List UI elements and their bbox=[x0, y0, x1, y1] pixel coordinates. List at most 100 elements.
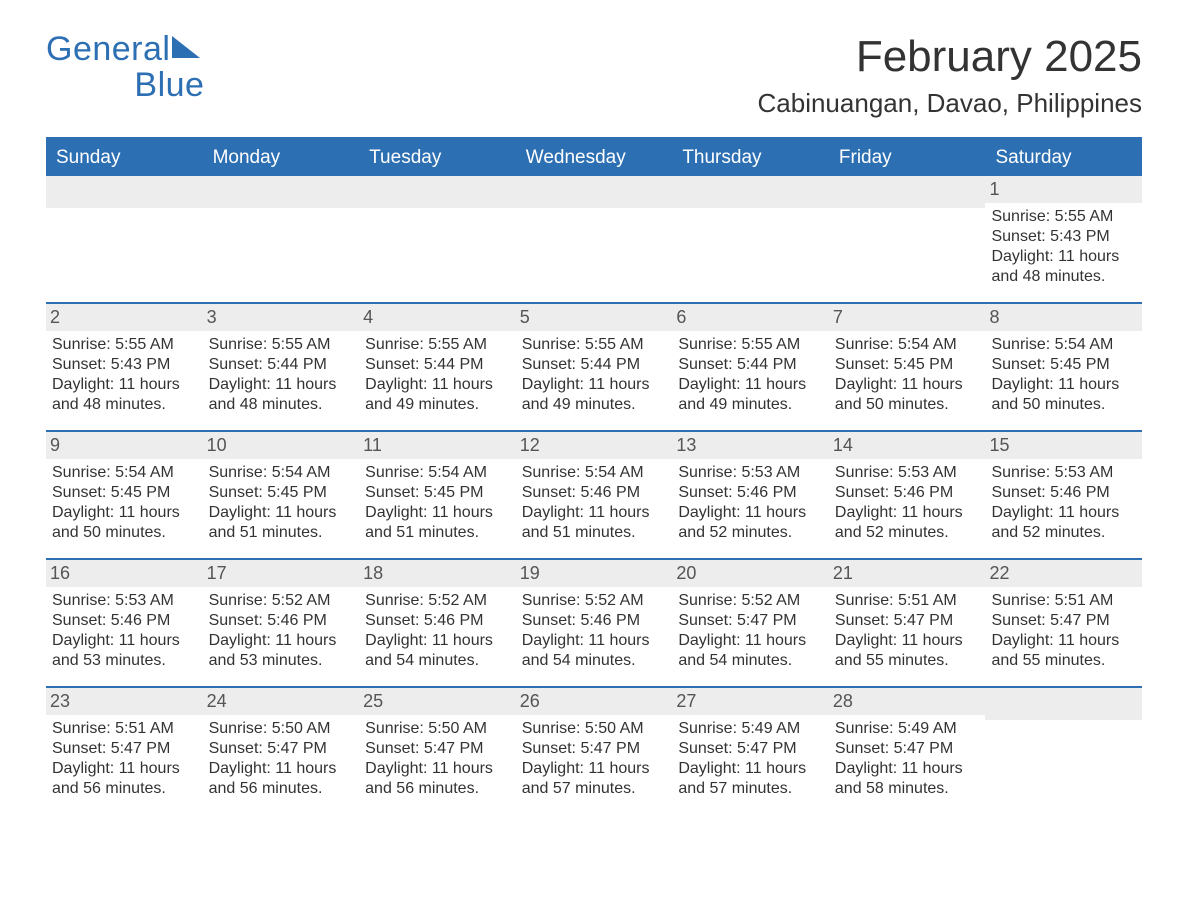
day-details: Sunrise: 5:54 AMSunset: 5:46 PMDaylight:… bbox=[522, 463, 667, 543]
brand-logo: General Blue bbox=[46, 32, 204, 103]
calendar-day-cell: 11Sunrise: 5:54 AMSunset: 5:45 PMDayligh… bbox=[359, 432, 516, 558]
day-details: Sunrise: 5:51 AMSunset: 5:47 PMDaylight:… bbox=[835, 591, 980, 671]
calendar-day-cell bbox=[46, 176, 203, 302]
day-number: 28 bbox=[829, 688, 986, 715]
sunrise-line: Sunrise: 5:54 AM bbox=[365, 463, 510, 483]
day-number: 20 bbox=[672, 560, 829, 587]
calendar-day-cell: 9Sunrise: 5:54 AMSunset: 5:45 PMDaylight… bbox=[46, 432, 203, 558]
calendar-day-cell bbox=[203, 176, 360, 302]
sunrise-line: Sunrise: 5:52 AM bbox=[365, 591, 510, 611]
sunset-line: Sunset: 5:47 PM bbox=[835, 739, 980, 759]
sunrise-line: Sunrise: 5:49 AM bbox=[835, 719, 980, 739]
day-details: Sunrise: 5:52 AMSunset: 5:46 PMDaylight:… bbox=[522, 591, 667, 671]
calendar-day-cell bbox=[672, 176, 829, 302]
sunset-line: Sunset: 5:47 PM bbox=[52, 739, 197, 759]
calendar-day-cell: 10Sunrise: 5:54 AMSunset: 5:45 PMDayligh… bbox=[203, 432, 360, 558]
sunset-line: Sunset: 5:43 PM bbox=[991, 227, 1136, 247]
day-details: Sunrise: 5:55 AMSunset: 5:44 PMDaylight:… bbox=[209, 335, 354, 415]
daylight-line: Daylight: 11 hours and 56 minutes. bbox=[365, 759, 510, 799]
day-details: Sunrise: 5:53 AMSunset: 5:46 PMDaylight:… bbox=[991, 463, 1136, 543]
calendar-day-cell: 7 Sunrise: 5:54 AMSunset: 5:45 PMDaylight… bbox=[829, 304, 986, 430]
calendar-day-cell: 8Sunrise: 5:54 AMSunset: 5:45 PMDaylight… bbox=[985, 304, 1142, 430]
calendar-day-cell: 14Sunrise: 5:53 AMSunset: 5:46 PMDayligh… bbox=[829, 432, 986, 558]
day-details: Sunrise: 5:55 AMSunset: 5:44 PMDaylight:… bbox=[522, 335, 667, 415]
month-title: February 2025 bbox=[758, 32, 1143, 82]
sunrise-line: Sunrise: 5:55 AM bbox=[522, 335, 667, 355]
daylight-line: Daylight: 11 hours and 57 minutes. bbox=[678, 759, 823, 799]
weekday-header: Saturday bbox=[985, 140, 1142, 176]
day-number bbox=[516, 176, 673, 208]
title-block: February 2025 Cabinuangan, Davao, Philip… bbox=[758, 32, 1143, 119]
sunrise-line: Sunrise: 5:53 AM bbox=[52, 591, 197, 611]
day-details: Sunrise: 5:54 AMSunset: 5:45 PMDaylight:… bbox=[991, 335, 1136, 415]
sunset-line: Sunset: 5:43 PM bbox=[52, 355, 197, 375]
day-number bbox=[203, 176, 360, 208]
daylight-line: Daylight: 11 hours and 50 minutes. bbox=[52, 503, 197, 543]
sunset-line: Sunset: 5:47 PM bbox=[522, 739, 667, 759]
daylight-line: Daylight: 11 hours and 52 minutes. bbox=[835, 503, 980, 543]
sunrise-line: Sunrise: 5:55 AM bbox=[678, 335, 823, 355]
day-number: 27 bbox=[672, 688, 829, 715]
day-number: 4 bbox=[359, 304, 516, 331]
daylight-line: Daylight: 11 hours and 54 minutes. bbox=[678, 631, 823, 671]
page-header: General Blue February 2025 Cabinuangan, … bbox=[46, 32, 1142, 119]
day-number: 19 bbox=[516, 560, 673, 587]
day-details: Sunrise: 5:51 AMSunset: 5:47 PMDaylight:… bbox=[991, 591, 1136, 671]
sunrise-line: Sunrise: 5:49 AM bbox=[678, 719, 823, 739]
day-number: 3 bbox=[203, 304, 360, 331]
sunset-line: Sunset: 5:45 PM bbox=[991, 355, 1136, 375]
weekday-header: Tuesday bbox=[359, 140, 516, 176]
day-number: 26 bbox=[516, 688, 673, 715]
sunset-line: Sunset: 5:44 PM bbox=[678, 355, 823, 375]
sunrise-line: Sunrise: 5:52 AM bbox=[522, 591, 667, 611]
daylight-line: Daylight: 11 hours and 53 minutes. bbox=[52, 631, 197, 671]
calendar-day-cell: 19 Sunrise: 5:52 AMSunset: 5:46 PMDayligh… bbox=[516, 560, 673, 686]
calendar-day-cell: 18Sunrise: 5:52 AMSunset: 5:46 PMDayligh… bbox=[359, 560, 516, 686]
day-number: 14 bbox=[829, 432, 986, 459]
brand-word-general: General bbox=[46, 30, 170, 68]
sunset-line: Sunset: 5:46 PM bbox=[678, 483, 823, 503]
calendar-day-cell: 17Sunrise: 5:52 AMSunset: 5:46 PMDayligh… bbox=[203, 560, 360, 686]
sunset-line: Sunset: 5:46 PM bbox=[365, 611, 510, 631]
daylight-line: Daylight: 11 hours and 49 minutes. bbox=[365, 375, 510, 415]
calendar-day-cell bbox=[359, 176, 516, 302]
sunrise-line: Sunrise: 5:51 AM bbox=[991, 591, 1136, 611]
calendar-day-cell bbox=[829, 176, 986, 302]
day-number: 24 bbox=[203, 688, 360, 715]
daylight-line: Daylight: 11 hours and 54 minutes. bbox=[522, 631, 667, 671]
sunrise-line: Sunrise: 5:55 AM bbox=[209, 335, 354, 355]
sunset-line: Sunset: 5:44 PM bbox=[522, 355, 667, 375]
calendar-day-cell: 28Sunrise: 5:49 AMSunset: 5:47 PMDayligh… bbox=[829, 688, 986, 814]
daylight-line: Daylight: 11 hours and 54 minutes. bbox=[365, 631, 510, 671]
weekday-header: Monday bbox=[203, 140, 360, 176]
calendar-grid: Sunday Monday Tuesday Wednesday Thursday… bbox=[46, 137, 1142, 814]
calendar-day-cell: 21Sunrise: 5:51 AMSunset: 5:47 PMDayligh… bbox=[829, 560, 986, 686]
calendar-day-cell: 20Sunrise: 5:52 AMSunset: 5:47 PMDayligh… bbox=[672, 560, 829, 686]
daylight-line: Daylight: 11 hours and 50 minutes. bbox=[991, 375, 1136, 415]
day-details: Sunrise: 5:54 AMSunset: 5:45 PMDaylight:… bbox=[52, 463, 197, 543]
daylight-line: Daylight: 11 hours and 48 minutes. bbox=[52, 375, 197, 415]
day-details: Sunrise: 5:50 AMSunset: 5:47 PMDaylight:… bbox=[522, 719, 667, 799]
sunset-line: Sunset: 5:46 PM bbox=[209, 611, 354, 631]
sunset-line: Sunset: 5:47 PM bbox=[209, 739, 354, 759]
daylight-line: Daylight: 11 hours and 53 minutes. bbox=[209, 631, 354, 671]
day-details: Sunrise: 5:54 AMSunset: 5:45 PMDaylight:… bbox=[835, 335, 980, 415]
sunrise-line: Sunrise: 5:50 AM bbox=[209, 719, 354, 739]
calendar-week-row: 2Sunrise: 5:55 AMSunset: 5:43 PMDaylight… bbox=[46, 302, 1142, 430]
calendar-page: General Blue February 2025 Cabinuangan, … bbox=[0, 0, 1188, 854]
sunset-line: Sunset: 5:45 PM bbox=[365, 483, 510, 503]
day-details: Sunrise: 5:49 AMSunset: 5:47 PMDaylight:… bbox=[678, 719, 823, 799]
daylight-line: Daylight: 11 hours and 51 minutes. bbox=[209, 503, 354, 543]
calendar-day-cell: 4Sunrise: 5:55 AMSunset: 5:44 PMDaylight… bbox=[359, 304, 516, 430]
calendar-day-cell: 12Sunrise: 5:54 AMSunset: 5:46 PMDayligh… bbox=[516, 432, 673, 558]
day-number: 11 bbox=[359, 432, 516, 459]
calendar-day-cell: 13Sunrise: 5:53 AMSunset: 5:46 PMDayligh… bbox=[672, 432, 829, 558]
day-number: 22 bbox=[985, 560, 1142, 587]
day-number: 7 bbox=[829, 304, 986, 331]
daylight-line: Daylight: 11 hours and 49 minutes. bbox=[678, 375, 823, 415]
day-details: Sunrise: 5:53 AMSunset: 5:46 PMDaylight:… bbox=[678, 463, 823, 543]
day-details: Sunrise: 5:55 AMSunset: 5:43 PMDaylight:… bbox=[991, 207, 1136, 287]
sunset-line: Sunset: 5:46 PM bbox=[52, 611, 197, 631]
day-number: 2 bbox=[46, 304, 203, 331]
day-number: 23 bbox=[46, 688, 203, 715]
